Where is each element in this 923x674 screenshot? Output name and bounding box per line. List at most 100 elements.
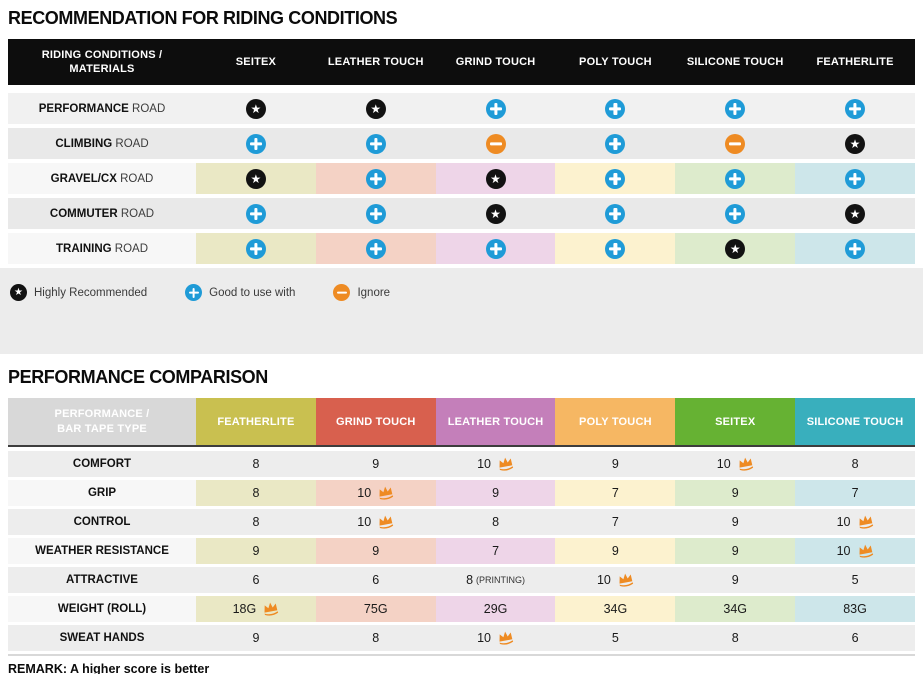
score-cell: 8 [435,509,556,535]
plus-icon [485,238,506,259]
score-value: 9 [731,486,739,500]
score-value: 7 [611,515,619,529]
column-header: LEATHER TOUCH [327,56,424,68]
row-label: CLIMBING ROAD [8,128,196,159]
score-cell: 34G [675,596,796,622]
score-cell: 9 [555,538,676,564]
row-label: PERFORMANCE ROAD [8,93,196,124]
row-label: SWEAT HANDS [8,625,196,651]
recommendation-cell [435,93,556,124]
plus-icon [605,133,626,154]
plus-icon [485,98,506,119]
plus-icon [245,133,266,154]
recommendation-table-body: PERFORMANCE ROAD ★ ★ CLIMBING ROAD ★ GRAVEL/C… [8,93,915,264]
crown-icon [739,457,753,471]
row-label: COMFORT [8,451,196,477]
score-cell: 9 [196,625,316,651]
recommendation-cell [555,198,676,229]
score-value: 9 [492,486,500,500]
column-header: LEATHER TOUCH [435,398,556,445]
recommendation-table: RIDING CONDITIONS / MATERIALS SEITEX LEAT… [8,39,915,264]
legend-band: ★ Highly Recommended Good to use with Ig… [0,268,923,354]
star-icon: ★ [485,203,506,224]
star-icon: ★ [245,98,266,119]
recommendation-cell: ★ [795,198,915,229]
score-cell: 6 [315,567,436,593]
score-value: 8 [851,457,859,471]
score-value: 10 [357,515,372,529]
column-header: GRIND TOUCH [455,56,536,68]
corner-header: RIDING CONDITIONS / MATERIALS [8,39,196,85]
plus-icon [725,168,746,189]
column-header: FEATHERLITE [196,398,316,445]
crown-icon [379,515,394,529]
score-value: 10 [596,573,611,587]
column-header: SILICONE TOUCH [795,398,915,445]
score-cell: 10 [435,625,556,651]
performance-title: PERFORMANCE COMPARISON [8,367,268,387]
table-row: GRIP 8 10 9 7 9 7 [8,480,915,506]
recommendation-table-header: RIDING CONDITIONS / MATERIALS SEITEX LEAT… [8,39,915,85]
score-value: 8 [731,631,739,645]
score-cell: 10 [435,451,556,477]
score-value: 7 [611,486,619,500]
recommendation-cell [555,163,676,194]
corner-header-line1: RIDING CONDITIONS / [41,48,163,61]
corner-header-line2: BAR TAPE TYPE [57,422,147,435]
recommendation-cell [795,163,915,194]
recommendation-cell [675,93,796,124]
score-cell: 8 (PRINTING) [435,567,556,593]
score-value: 8 [492,515,500,529]
score-value: 10 [836,515,851,529]
row-label-bold: GRAVEL/CX [50,172,117,185]
score-cell: 10 [315,509,436,535]
column-header: SEITEX [675,398,796,445]
score-cell: 10 [555,567,676,593]
table-row: COMMUTER ROAD ★ ★ [8,198,915,229]
score-value: 9 [252,544,260,558]
score-cell: 6 [196,567,316,593]
star-icon: ★ [245,168,266,189]
table-row: WEIGHT (ROLL) 18G 75G 29G 34G 34G 83G [8,596,915,622]
recommendation-cell [435,128,556,159]
score-cell: 9 [315,451,436,477]
performance-table-header: PERFORMANCE / BAR TAPE TYPE FEATHERLITE G… [8,398,915,447]
score-value: 9 [252,631,260,645]
table-row: TRAINING ROAD ★ [8,233,915,264]
score-value: 6 [372,573,380,587]
score-cell: 18G [196,596,316,622]
score-cell: 9 [315,538,436,564]
recommendation-cell: ★ [196,163,316,194]
corner-header: PERFORMANCE / BAR TAPE TYPE [8,398,196,445]
column-header: FEATHERLITE [816,56,894,68]
score-value: 7 [851,486,859,500]
table-row: CLIMBING ROAD ★ [8,128,915,159]
star-icon: ★ [845,203,866,224]
recommendation-cell: ★ [315,93,436,124]
corner-header-line2: MATERIALS [69,63,135,75]
score-cell: 5 [795,567,915,593]
row-label-bold: PERFORMANCE [38,102,129,115]
score-cell: 34G [555,596,676,622]
plus-icon [605,168,626,189]
performance-section: PERFORMANCE COMPARISON PERFORMANCE / BAR… [0,354,923,674]
row-label: WEATHER RESISTANCE [8,538,196,564]
recommendation-cell [315,128,436,159]
score-cell: 8 [315,625,436,651]
score-cell: 9 [675,538,796,564]
score-value: 29G [483,602,508,616]
score-value: 10 [836,544,851,558]
score-cell: 10 [675,451,796,477]
score-value: 8 [372,631,380,645]
recommendation-cell: ★ [795,128,915,159]
legend-item: ★ Highly Recommended [10,284,147,301]
plus-icon [365,203,386,224]
recommendation-cell [555,233,676,264]
recommendation-title: RECOMMENDATION FOR RIDING CONDITIONS [8,8,398,28]
column-header: GRIND TOUCH [315,398,436,445]
table-row: COMFORT 8 9 10 9 10 8 [8,451,915,477]
score-value: 6 [851,631,859,645]
score-value: 9 [611,544,619,558]
minus-icon [725,133,746,154]
